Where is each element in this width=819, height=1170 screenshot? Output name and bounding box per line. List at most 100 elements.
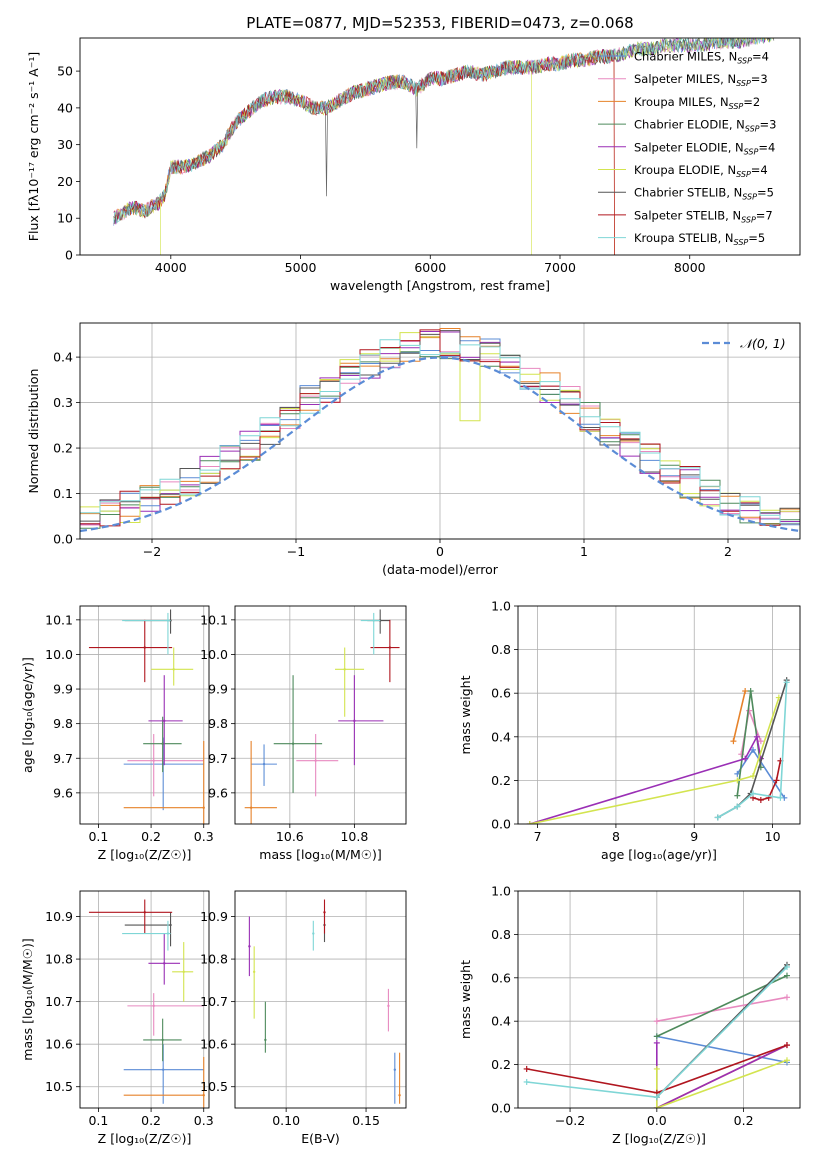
- legend-label: Kroupa STELIB, NSSP=5: [634, 231, 765, 247]
- age_vs_Z-axes: [76, 606, 209, 828]
- x-tick-label: 0.10: [272, 1113, 300, 1128]
- weight_vs_Z-frame: [517, 890, 801, 1109]
- data-point: [312, 932, 315, 935]
- y-tick-label: 9.7: [208, 751, 228, 766]
- weight_vs_age-plot: [526, 677, 790, 824]
- spectrum-xlabel: wavelength [Angstrom, rest frame]: [330, 278, 550, 293]
- y-tick-label: 0.6: [491, 686, 511, 701]
- weight_vs_age-xlabel: age [log₁₀(age/yr)]: [601, 847, 717, 862]
- y-tick-label: 0.3: [53, 395, 73, 410]
- data-point: [388, 646, 392, 649]
- y-tick-label: 0.6: [491, 970, 511, 985]
- weight-line-4: [529, 734, 762, 824]
- y-tick-label: 1.0: [491, 599, 511, 614]
- x-tick-label: 0.2: [141, 829, 161, 844]
- weight-line-0: [656, 1035, 788, 1064]
- data-point: [393, 1068, 397, 1071]
- x-tick-label: 5000: [285, 260, 317, 275]
- x-tick-label: 0.2: [734, 1113, 754, 1128]
- y-tick-label: 9.7: [53, 751, 73, 766]
- y-tick-label: 50: [57, 64, 73, 79]
- y-tick-label: 10.9: [45, 909, 73, 924]
- y-tick-label: 9.6: [208, 785, 228, 800]
- x-tick-label: 0.15: [352, 1113, 380, 1128]
- y-tick-label: 10.8: [200, 952, 228, 967]
- y-tick-label: 9.9: [208, 682, 228, 697]
- legend-label: Chabrier ELODIE, NSSP=3: [634, 118, 776, 134]
- weight_vs_age-ylabel: mass weight: [458, 675, 473, 754]
- x-tick-label: 0.2: [141, 1113, 161, 1128]
- y-tick-label: 10.0: [45, 647, 73, 662]
- spectrum-ylabel: Flux [fλ10⁻¹⁷ erg cm⁻² s⁻¹ A⁻¹]: [26, 52, 41, 241]
- age_vs_mass-plot: [244, 609, 400, 824]
- y-tick-label: 30: [57, 137, 73, 152]
- weight_vs_Z-xlabel: Z [log₁₀(Z/Z☉)]: [612, 1131, 706, 1146]
- mass_vs_ebv-xlabel: E(B-V): [301, 1131, 340, 1146]
- x-tick-label: −0.2: [555, 1113, 585, 1128]
- residuals-xlabel: (data-model)/error: [382, 562, 499, 577]
- y-tick-label: 1.0: [491, 884, 511, 899]
- y-tick-label: 10.9: [200, 909, 228, 924]
- spectrum-line-7: [113, 48, 615, 255]
- data-point: [166, 932, 170, 935]
- spectrum-plot: [113, 38, 775, 255]
- y-tick-label: 10.6: [200, 1037, 228, 1052]
- data-point: [372, 619, 375, 622]
- y-tick-label: 10: [57, 211, 73, 226]
- residuals-plot: [80, 328, 800, 539]
- data-point: [343, 668, 346, 671]
- y-tick-label: 0.4: [491, 729, 511, 744]
- data-point: [163, 962, 166, 965]
- x-tick-label: −1: [287, 544, 305, 559]
- y-tick-label: 10.6: [45, 1037, 73, 1052]
- data-point: [202, 806, 205, 809]
- weight_vs_age-axes: [514, 605, 800, 828]
- data-point: [387, 1004, 390, 1008]
- y-tick-label: 10.0: [200, 647, 228, 662]
- data-point: [152, 759, 155, 762]
- data-point: [161, 1038, 164, 1042]
- spectrum-frame: [79, 37, 801, 256]
- y-tick-label: 0.8: [491, 642, 511, 657]
- y-tick-label: 10.7: [45, 994, 73, 1009]
- data-point: [169, 923, 172, 927]
- data-point: [252, 970, 256, 974]
- x-tick-label: 10: [765, 829, 781, 844]
- legend-label: Salpeter STELIB, NSSP=7: [634, 208, 773, 224]
- x-tick-label: 1: [580, 544, 588, 559]
- mass_vs_ebv-axes: [231, 891, 406, 1112]
- y-tick-label: 9.8: [208, 716, 228, 731]
- y-tick-label: 0.4: [491, 1014, 511, 1029]
- residuals-axes: [76, 323, 800, 543]
- x-tick-label: −2: [143, 544, 161, 559]
- legend-label: Chabrier STELIB, NSSP=5: [634, 186, 774, 202]
- y-tick-label: 9.9: [53, 682, 73, 697]
- weight_vs_Z-ylabel: mass weight: [458, 960, 473, 1039]
- residuals-ylabel: Normed distribution: [26, 369, 41, 494]
- x-tick-label: 6000: [414, 260, 446, 275]
- data-point: [314, 759, 317, 762]
- y-tick-label: 10.8: [45, 952, 73, 967]
- data-point: [172, 668, 175, 671]
- x-tick-label: 4000: [155, 260, 187, 275]
- age_vs_Z-plot: [88, 609, 205, 824]
- spectrum-line-2: [113, 49, 615, 255]
- data-point: [264, 1038, 267, 1042]
- y-tick-label: 0.8: [491, 927, 511, 942]
- legend-label: Kroupa ELODIE, NSSP=4: [634, 163, 768, 179]
- y-tick-label: 10.1: [200, 612, 228, 627]
- mass_vs_Z-plot: [88, 899, 205, 1108]
- mass_vs_ebv-plot: [248, 899, 401, 1104]
- spectrum-axes: [76, 70, 691, 259]
- data-point: [152, 1004, 155, 1008]
- y-tick-label: 9.8: [53, 716, 73, 731]
- spectrum-line-8: [113, 38, 772, 224]
- normal-curve: [80, 356, 800, 533]
- data-point: [163, 719, 166, 723]
- mass_vs_Z-frame: [79, 890, 210, 1109]
- y-tick-label: 10.7: [200, 994, 228, 1009]
- data-point: [323, 911, 326, 914]
- weight_vs_Z-plot: [523, 961, 790, 1108]
- legend-label: Kroupa MILES, NSSP=2: [634, 95, 760, 111]
